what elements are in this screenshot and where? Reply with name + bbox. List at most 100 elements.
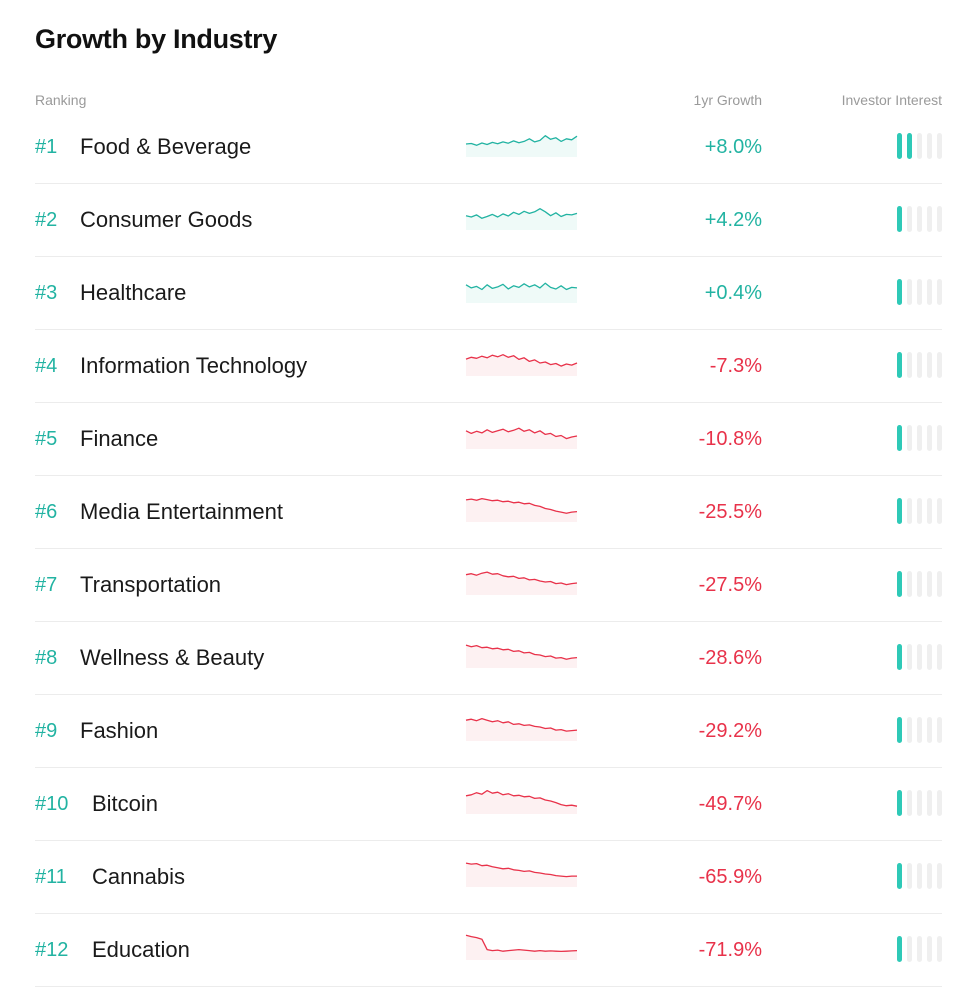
interest-bar-empty (917, 279, 922, 305)
industry-row[interactable]: #4 Information Technology -7.3% (35, 330, 942, 403)
sparkline-line (465, 208, 578, 219)
interest-bar-empty (917, 936, 922, 962)
industry-name[interactable]: Healthcare (80, 280, 187, 305)
sparkline-area (466, 428, 577, 449)
interest-bar-filled (897, 279, 902, 305)
interest-bar-empty (907, 498, 912, 524)
trend-sparkline (465, 427, 578, 449)
interest-bar-filled (897, 498, 902, 524)
interest-bar-empty (937, 498, 942, 524)
industry-row[interactable]: #3 Healthcare +0.4% (35, 257, 942, 330)
interest-bar-empty (937, 717, 942, 743)
interest-bar-empty (927, 863, 932, 889)
industry-name[interactable]: Finance (80, 426, 159, 451)
interest-bar-empty (917, 425, 922, 451)
industry-name[interactable]: Wellness & Beauty (80, 645, 265, 670)
interest-bar-empty (937, 790, 942, 816)
investor-interest-meter (896, 133, 942, 159)
sparkline-area (466, 354, 577, 376)
growth-value: -25.5% (698, 501, 762, 523)
industry-name[interactable]: Consumer Goods (80, 207, 253, 232)
industry-row[interactable]: #7 Transportation -27.5% (35, 549, 942, 622)
rank-number: #1 (35, 136, 58, 158)
interest-bar-empty (907, 863, 912, 889)
growth-value: -71.9% (698, 939, 762, 961)
sparkline-line (465, 427, 578, 440)
interest-bar-empty (937, 279, 942, 305)
interest-bar-filled (897, 425, 902, 451)
interest-bar-empty (917, 571, 922, 597)
industry-row[interactable]: #5 Finance -10.8% (35, 403, 942, 476)
industry-row[interactable]: #8 Wellness & Beauty -28.6% (35, 622, 942, 695)
industry-name[interactable]: Information Technology (80, 353, 308, 378)
interest-bar-empty (927, 133, 932, 159)
investor-interest-column-header[interactable]: Investor Interest (841, 92, 942, 108)
interest-bar-empty (917, 352, 922, 378)
interest-bar-empty (927, 644, 932, 670)
industry-row[interactable]: #6 Media Entertainment -25.5% (35, 476, 942, 549)
industry-name[interactable]: Bitcoin (92, 791, 159, 816)
interest-bar-empty (907, 425, 912, 451)
interest-bar-empty (927, 498, 932, 524)
investor-interest-meter (896, 498, 942, 524)
interest-bar-empty (907, 790, 912, 816)
industry-row[interactable]: #12 Education -71.9% (35, 914, 942, 987)
interest-bar-filled (897, 790, 902, 816)
investor-interest-meter (896, 206, 942, 232)
investor-interest-meter (896, 936, 942, 962)
interest-bar-filled (907, 133, 912, 159)
industry-name[interactable]: Media Entertainment (80, 499, 283, 524)
rank-number: #10 (35, 793, 69, 815)
ranking-column-header: Ranking (35, 92, 87, 108)
investor-interest-meter (896, 863, 942, 889)
rank-number: #2 (35, 209, 58, 231)
industry-list: #1 Food & Beverage +8.0% #2 Consumer Goods +4… (35, 111, 942, 987)
rank-number: #12 (35, 939, 69, 961)
industry-row[interactable]: #9 Fashion -29.2% (35, 695, 942, 768)
interest-bar-filled (897, 644, 902, 670)
industry-row[interactable]: #1 Food & Beverage +8.0% (35, 111, 942, 184)
trend-sparkline (465, 862, 577, 887)
rank-number: #5 (35, 428, 58, 450)
rank-number: #4 (35, 355, 58, 377)
sparkline-line (465, 644, 578, 660)
investor-interest-meter (896, 790, 942, 816)
industry-row[interactable]: #10 Bitcoin -49.7% (35, 768, 942, 841)
interest-bar-empty (917, 498, 922, 524)
sparkline-line (465, 789, 578, 807)
trend-sparkline (465, 282, 578, 303)
interest-bar-empty (937, 425, 942, 451)
interest-bar-empty (937, 863, 942, 889)
interest-bar-empty (927, 352, 932, 378)
trend-sparkline (465, 208, 578, 230)
interest-bar-empty (907, 936, 912, 962)
interest-bar-filled (897, 717, 902, 743)
rank-number: #9 (35, 720, 58, 742)
trend-sparkline (465, 644, 578, 668)
interest-bar-empty (917, 790, 922, 816)
industry-name[interactable]: Education (92, 937, 190, 962)
industry-name[interactable]: Cannabis (92, 864, 185, 889)
interest-bar-empty (927, 790, 932, 816)
industry-name[interactable]: Food & Beverage (80, 134, 252, 159)
industry-name[interactable]: Fashion (80, 718, 159, 743)
investor-interest-meter (896, 279, 942, 305)
trend-sparkline (465, 497, 578, 522)
growth-column-header[interactable]: 1yr Growth (693, 92, 762, 108)
sparkline-line (465, 571, 578, 586)
interest-bar-empty (927, 571, 932, 597)
interest-bar-empty (937, 571, 942, 597)
growth-value: -65.9% (698, 866, 762, 888)
growth-value: -7.3% (709, 355, 762, 377)
sparkline-line (465, 135, 578, 146)
industry-row[interactable]: #11 Cannabis -65.9% (35, 841, 942, 914)
interest-bar-empty (907, 717, 912, 743)
sparkline-area (466, 498, 577, 522)
growth-value: -28.6% (698, 647, 762, 669)
interest-bar-filled (897, 133, 902, 159)
interest-bar-empty (937, 206, 942, 232)
industry-name[interactable]: Transportation (80, 572, 222, 597)
interest-bar-empty (927, 936, 932, 962)
industry-row[interactable]: #2 Consumer Goods +4.2% (35, 184, 942, 257)
sparkline-line (465, 934, 578, 953)
